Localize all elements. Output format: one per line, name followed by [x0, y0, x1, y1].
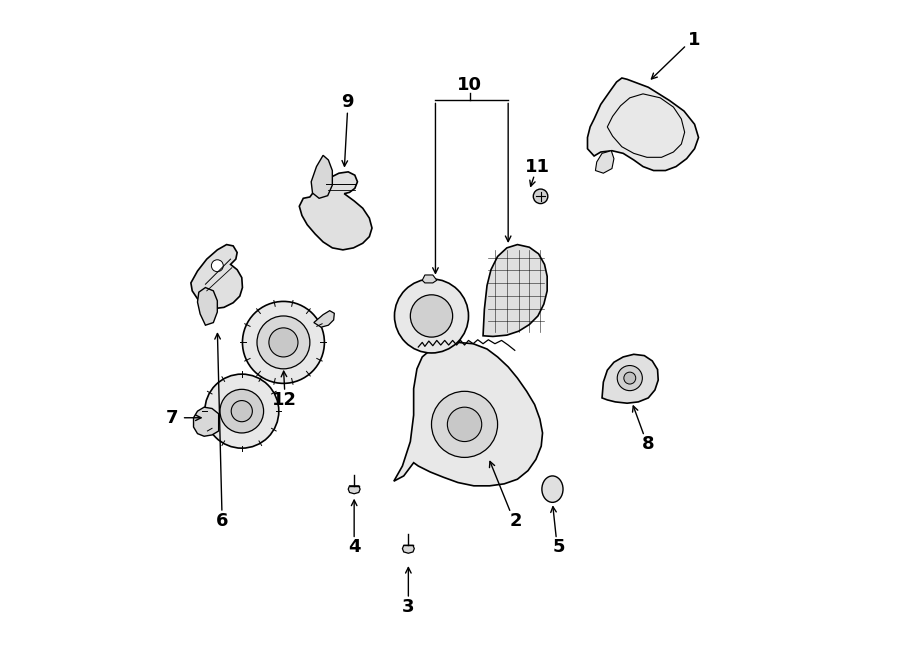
- Circle shape: [205, 374, 279, 448]
- Circle shape: [212, 260, 223, 272]
- Polygon shape: [394, 342, 543, 486]
- Text: 2: 2: [509, 512, 522, 530]
- Circle shape: [617, 366, 643, 391]
- Circle shape: [231, 401, 252, 422]
- Polygon shape: [588, 78, 698, 171]
- Polygon shape: [314, 311, 334, 327]
- Text: 8: 8: [642, 435, 654, 453]
- Polygon shape: [402, 545, 414, 553]
- Polygon shape: [348, 486, 360, 494]
- Text: 3: 3: [402, 598, 415, 616]
- Polygon shape: [300, 172, 372, 250]
- Polygon shape: [483, 245, 547, 336]
- Ellipse shape: [542, 476, 563, 502]
- Text: 1: 1: [688, 30, 701, 49]
- Text: 6: 6: [216, 512, 229, 530]
- Circle shape: [534, 189, 548, 204]
- Polygon shape: [194, 407, 219, 436]
- Text: 12: 12: [272, 391, 297, 409]
- Polygon shape: [191, 245, 242, 309]
- Polygon shape: [596, 151, 614, 173]
- Circle shape: [431, 391, 498, 457]
- Circle shape: [447, 407, 482, 442]
- Polygon shape: [311, 155, 332, 198]
- Polygon shape: [602, 354, 658, 403]
- Circle shape: [257, 316, 310, 369]
- Circle shape: [242, 301, 324, 383]
- Text: 4: 4: [348, 538, 360, 557]
- Text: 10: 10: [457, 75, 482, 94]
- Circle shape: [220, 389, 264, 433]
- Circle shape: [410, 295, 453, 337]
- Text: 7: 7: [166, 408, 178, 427]
- Polygon shape: [422, 275, 436, 283]
- Circle shape: [394, 279, 469, 353]
- Polygon shape: [197, 288, 217, 325]
- Text: 11: 11: [525, 157, 550, 176]
- Text: 5: 5: [553, 538, 565, 557]
- Circle shape: [624, 372, 635, 384]
- Text: 9: 9: [341, 93, 354, 112]
- Circle shape: [269, 328, 298, 357]
